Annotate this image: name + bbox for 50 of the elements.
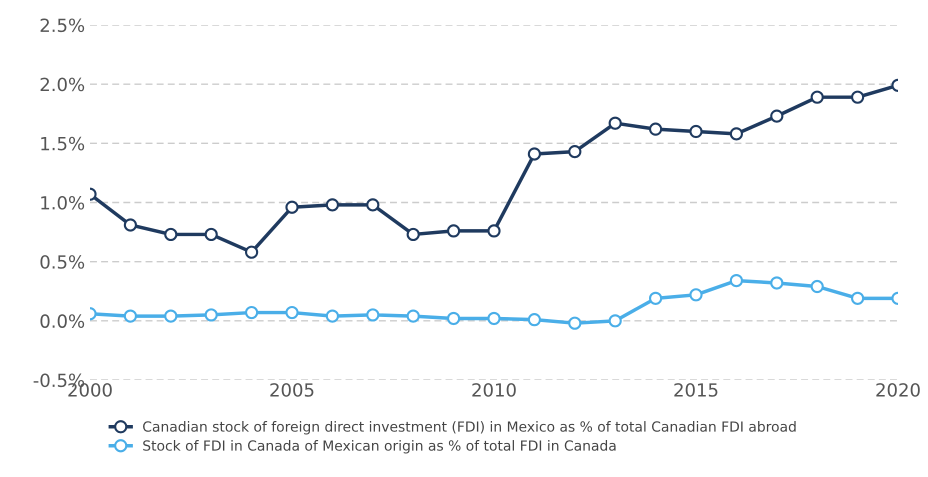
y-tick-label: 2.5%	[40, 18, 84, 32]
point	[285, 200, 299, 214]
point	[447, 312, 460, 326]
point	[487, 224, 501, 238]
point	[689, 124, 703, 138]
y-tick-label: 1.0%	[41, 196, 84, 210]
point	[689, 288, 703, 302]
point	[326, 198, 339, 212]
point	[285, 306, 299, 320]
point	[608, 116, 622, 130]
point	[366, 308, 380, 322]
point	[770, 110, 784, 123]
point	[528, 147, 541, 161]
point	[366, 198, 380, 212]
point	[326, 310, 339, 323]
point	[568, 145, 582, 158]
y-tick-label: 0.0%	[40, 314, 84, 328]
point	[730, 127, 743, 140]
point	[608, 314, 622, 328]
point	[851, 90, 864, 104]
point	[204, 308, 218, 322]
legend-label: Canadian stock of foreign direct investment (FDI) in Mexico as % of total Canadian FDI abroad	[143, 421, 796, 434]
x-tick-label: 2005	[270, 383, 314, 397]
point	[730, 274, 743, 288]
point	[487, 312, 501, 326]
x-tick-label: 2015	[674, 383, 718, 397]
point	[649, 292, 662, 305]
point	[245, 306, 258, 320]
point	[649, 122, 662, 136]
point	[851, 292, 864, 305]
legend-label: Stock of FDI in Canada of Mexican origin as % of total FDI in Canada	[143, 440, 616, 454]
point	[124, 310, 137, 323]
point	[406, 310, 420, 323]
point	[245, 246, 258, 259]
point	[447, 224, 460, 238]
y-tick-label: 0.5%	[40, 255, 84, 269]
point	[204, 228, 218, 242]
point	[124, 218, 137, 232]
y-tick-label: 1.5%	[41, 136, 84, 150]
x-tick-label: 2020	[876, 383, 920, 397]
point	[810, 280, 824, 294]
point	[406, 228, 420, 242]
point	[810, 90, 824, 104]
y-tick-label: 2.0%	[40, 78, 84, 92]
point	[164, 310, 178, 323]
x-tick-label: 2010	[472, 383, 516, 397]
point	[164, 228, 178, 242]
point	[568, 316, 582, 330]
point	[528, 313, 541, 326]
point	[770, 276, 784, 290]
